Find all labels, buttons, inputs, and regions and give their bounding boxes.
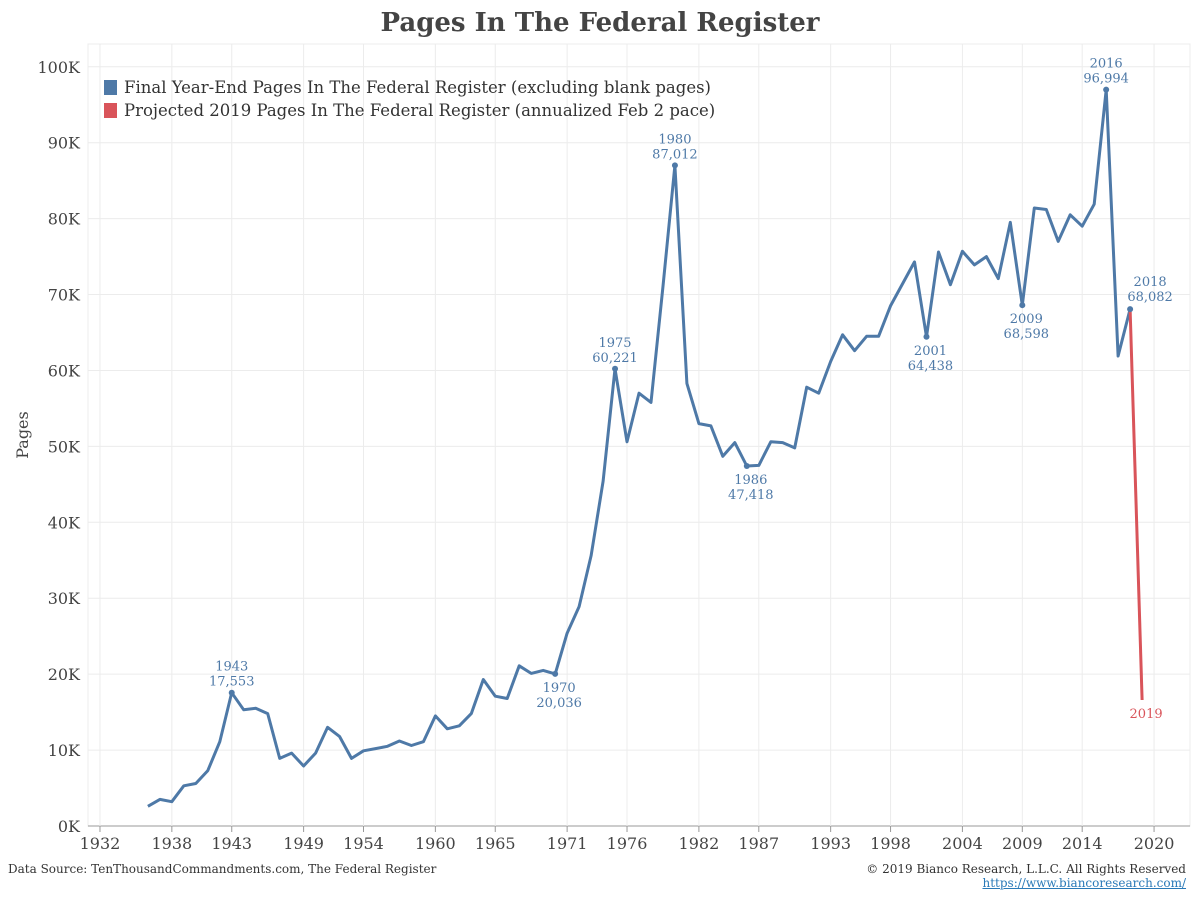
x-tick-label: 1987 <box>738 834 779 853</box>
x-tick-label: 2004 <box>942 834 983 853</box>
y-tick-label: 30K <box>48 589 81 608</box>
annotated-point <box>1019 302 1026 309</box>
x-tick-label: 1971 <box>547 834 588 853</box>
annotation-year: 2019 <box>1130 707 1163 722</box>
annotation-value: 96,994 <box>1083 72 1129 87</box>
annotation-value: 17,553 <box>209 675 255 690</box>
y-tick-label: 70K <box>48 286 81 305</box>
annotation-value: 47,418 <box>728 488 774 503</box>
x-tick-label: 1938 <box>151 834 192 853</box>
x-tick-label: 1932 <box>80 834 121 853</box>
annotation-year: 2018 <box>1134 275 1167 290</box>
annotated-point <box>1103 86 1110 93</box>
legend-swatch <box>104 80 117 95</box>
x-tick-label: 1993 <box>810 834 851 853</box>
x-tick-label: 1954 <box>343 834 384 853</box>
annotation-value: 87,012 <box>652 147 698 162</box>
x-tick-label: 2009 <box>1002 834 1043 853</box>
legend-swatch <box>104 103 117 118</box>
annotated-point <box>228 689 235 696</box>
x-tick-label: 1949 <box>283 834 324 853</box>
annotated-point <box>552 670 559 677</box>
series-line-projected <box>1128 309 1144 701</box>
x-tick-label: 2014 <box>1062 834 1103 853</box>
annotation-year: 1986 <box>734 473 767 488</box>
annotation-year: 1970 <box>543 681 576 696</box>
chart-title: Pages In The Federal Register <box>380 8 820 38</box>
annotated-point <box>923 333 930 340</box>
x-tick-label: 1982 <box>679 834 720 853</box>
y-tick-label: 20K <box>48 665 81 684</box>
x-tick-label: 1943 <box>211 834 252 853</box>
y-tick-label: 100K <box>38 58 82 77</box>
annotation-value: 64,438 <box>908 359 954 374</box>
y-tick-label: 40K <box>48 513 81 532</box>
copyright-block: © 2019 Bianco Research, L.L.C. All Right… <box>866 862 1186 890</box>
x-tick-label: 2020 <box>1134 834 1175 853</box>
annotated-point <box>671 162 678 169</box>
x-tick-label: 1965 <box>475 834 516 853</box>
x-tick-label: 1998 <box>870 834 911 853</box>
x-tick-label: 1960 <box>415 834 456 853</box>
y-tick-label: 50K <box>48 437 81 456</box>
annotation-value: 60,221 <box>592 351 638 366</box>
annotation-value: 68,598 <box>1004 327 1050 342</box>
annotation-year: 2001 <box>914 344 947 359</box>
series-line-final <box>147 88 1132 808</box>
y-tick-label: 10K <box>48 741 81 760</box>
y-tick-label: 80K <box>48 210 81 229</box>
legend-label: Projected 2019 Pages In The Federal Regi… <box>124 101 715 120</box>
annotated-point <box>743 462 750 469</box>
y-tick-label: 90K <box>48 134 81 153</box>
copyright-text: © 2019 Bianco Research, L.L.C. All Right… <box>866 862 1186 876</box>
x-tick-label: 1976 <box>607 834 648 853</box>
website-link[interactable]: https://www.biancoresearch.com/ <box>982 876 1186 890</box>
annotated-point <box>612 365 619 372</box>
annotation-value: 68,082 <box>1127 290 1173 305</box>
annotated-point <box>1127 306 1134 313</box>
y-tick-label: 60K <box>48 361 81 380</box>
annotation-year: 2009 <box>1010 312 1043 327</box>
data-source-note: Data Source: TenThousandCommandments.com… <box>8 862 437 876</box>
annotation-year: 1980 <box>658 132 691 147</box>
legend-label: Final Year-End Pages In The Federal Regi… <box>124 78 711 97</box>
y-tick-label: 0K <box>58 817 81 836</box>
annotation-year: 1943 <box>215 660 248 675</box>
y-axis-label: Pages <box>13 411 32 459</box>
annotation-year: 1975 <box>598 336 631 351</box>
annotation-year: 2016 <box>1090 57 1123 72</box>
annotation-value: 20,036 <box>536 696 582 711</box>
